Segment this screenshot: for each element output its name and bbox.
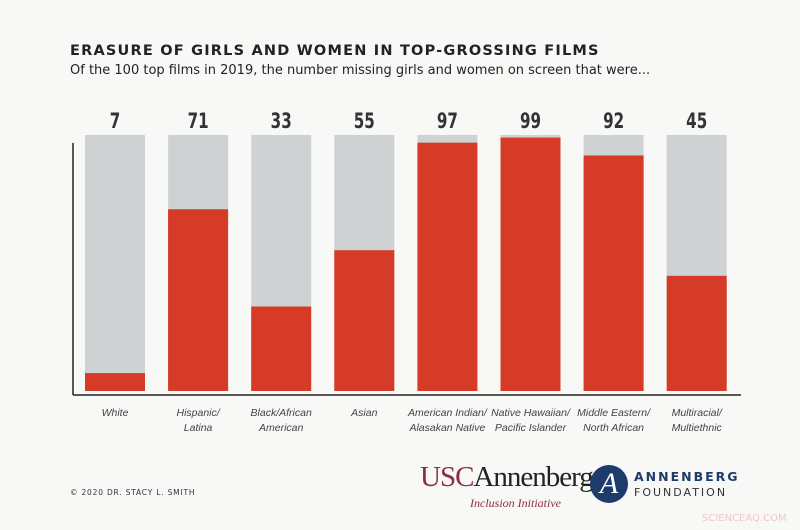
category-label: Asian	[350, 407, 377, 419]
category-label: Hispanic/	[177, 407, 221, 419]
category-label: North African	[583, 422, 644, 434]
data-label: 71	[188, 109, 209, 133]
category-label: Alasakan Native	[408, 422, 485, 434]
bar-value	[500, 137, 561, 391]
data-label: 97	[437, 109, 458, 133]
usc-logo-text: USC	[420, 461, 474, 493]
bar-remainder	[85, 135, 145, 391]
category-label: Black/African	[251, 407, 312, 419]
foundation-name-line1: ANNENBERG	[634, 469, 740, 484]
data-label: 99	[520, 109, 541, 133]
annenberg-logo-text: Annenberg	[473, 461, 593, 493]
annenberg-foundation-logo-icon: A	[590, 465, 628, 503]
data-label: 7	[110, 109, 121, 133]
category-label: Middle Eastern/	[577, 407, 651, 419]
bar-value	[251, 306, 312, 391]
chart-subtitle: Of the 100 top films in 2019, the number…	[70, 63, 651, 78]
category-label: White	[102, 407, 129, 419]
copyright: © 2020 DR. STACY L. SMITH	[70, 488, 196, 497]
foundation-name-line2: FOUNDATION	[634, 486, 728, 499]
bar-value	[85, 373, 145, 391]
watermark: SCIENCEAQ.COM	[702, 513, 787, 524]
data-label: 55	[354, 109, 375, 133]
category-label: American	[258, 422, 304, 434]
category-label: American Indian/	[407, 407, 488, 419]
data-label: 33	[271, 109, 292, 133]
bar-value	[168, 209, 229, 391]
category-label: Multiracial/	[672, 407, 723, 419]
bar-value	[417, 142, 478, 391]
chart-title: ERASURE OF GIRLS AND WOMEN IN TOP-GROSSI…	[70, 43, 600, 59]
bar-value	[334, 250, 395, 391]
category-label: Multiethnic	[672, 422, 723, 434]
bar-value	[666, 275, 727, 391]
inclusion-initiative-text: Inclusion Initiative	[470, 496, 561, 510]
category-label: Native Hawaiian/	[491, 407, 571, 419]
bar-value	[583, 155, 644, 391]
data-label: 92	[603, 109, 624, 133]
category-label: Latina	[184, 422, 213, 434]
data-label: 45	[686, 109, 707, 133]
category-label: Pacific Islander	[495, 422, 567, 434]
usc-annenberg-logo: USCAnnenberg	[420, 461, 594, 493]
